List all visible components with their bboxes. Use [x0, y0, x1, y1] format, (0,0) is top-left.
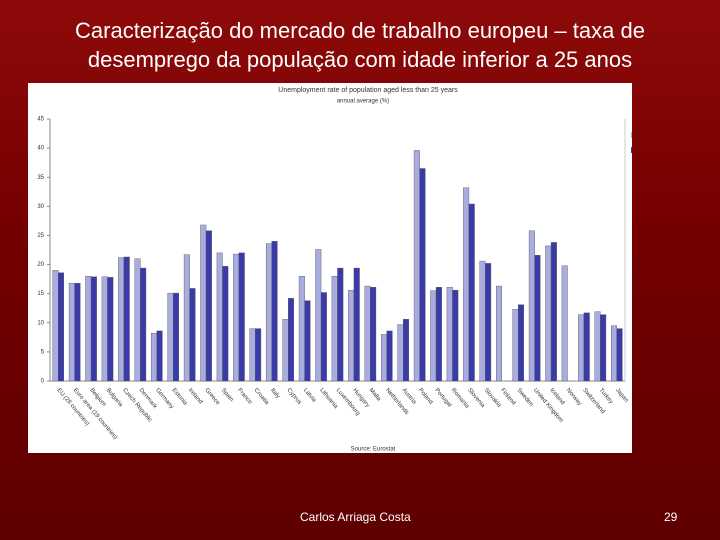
bar — [282, 319, 289, 382]
y-tick-label: 25 — [37, 233, 44, 239]
bar — [512, 309, 519, 382]
bar — [107, 277, 114, 382]
bar — [468, 203, 475, 382]
bar — [337, 267, 344, 382]
slide-title: Caracterização do mercado de trabalho eu… — [75, 18, 645, 43]
bar — [315, 249, 322, 382]
bar — [200, 224, 207, 382]
bar — [238, 252, 245, 382]
bar — [304, 300, 311, 382]
bar — [578, 314, 585, 382]
bar — [364, 285, 371, 382]
bar — [479, 260, 486, 382]
bar — [616, 328, 623, 382]
bar — [90, 276, 97, 382]
y-tick-label: 20 — [37, 262, 44, 268]
chart-title: Unemployment rate of population aged les… — [278, 87, 458, 94]
bar — [320, 292, 327, 382]
bar — [140, 267, 147, 382]
bar — [528, 230, 535, 382]
bar — [446, 287, 453, 382]
y-tick-label: 0 — [41, 379, 45, 385]
bar — [561, 265, 568, 382]
bar — [611, 325, 617, 382]
bar — [183, 254, 190, 382]
bar — [430, 290, 437, 382]
bar — [496, 285, 502, 382]
page-number: 29 — [664, 510, 678, 524]
bar — [419, 168, 426, 382]
bar — [222, 266, 229, 382]
bar — [594, 311, 601, 382]
legend-swatch — [631, 132, 632, 138]
bar — [413, 150, 420, 382]
y-tick-label: 10 — [37, 320, 44, 326]
bar — [173, 292, 179, 382]
bar — [68, 282, 75, 382]
legend-swatch — [631, 147, 632, 153]
bar — [485, 263, 492, 382]
y-tick-label: 45 — [37, 117, 44, 123]
bar — [298, 275, 305, 382]
footer: Carlos Arriaga Costa — [300, 510, 411, 524]
bar — [331, 275, 338, 382]
bar — [205, 230, 212, 382]
bar — [386, 330, 393, 382]
bar — [353, 267, 360, 382]
bar — [123, 256, 130, 382]
x-tick-label: Italy — [269, 387, 281, 399]
bar — [600, 314, 607, 382]
bar — [216, 252, 223, 382]
bar — [370, 287, 377, 382]
bar — [545, 245, 552, 382]
bar — [583, 312, 590, 382]
bar — [150, 333, 157, 382]
bar — [435, 287, 442, 382]
bar — [233, 253, 240, 382]
bar — [52, 270, 59, 382]
bar — [348, 289, 355, 382]
bar — [403, 319, 410, 382]
bar — [265, 243, 272, 382]
bar — [189, 288, 196, 382]
chart: Unemployment rate of population aged les… — [28, 83, 632, 453]
bar — [249, 328, 256, 382]
bar — [381, 334, 387, 382]
y-tick-label: 30 — [37, 204, 44, 210]
source: Source: Eurostat — [351, 447, 396, 453]
bar — [518, 304, 525, 382]
bar — [288, 298, 295, 382]
bar — [118, 257, 125, 382]
bar — [167, 292, 174, 382]
bar — [101, 276, 108, 382]
bar — [134, 258, 141, 382]
bar — [85, 275, 92, 382]
slide-title: desemprego da população com idade inferi… — [87, 47, 633, 72]
bar — [156, 330, 163, 382]
bar — [463, 187, 470, 382]
bar — [58, 272, 64, 382]
bar — [397, 324, 404, 382]
y-tick-label: 15 — [37, 291, 44, 297]
chart-subtitle: annual average (%) — [337, 99, 389, 105]
bar — [550, 242, 557, 382]
y-tick-label: 5 — [41, 349, 45, 355]
y-tick-label: 40 — [37, 146, 44, 152]
bar — [534, 255, 541, 382]
bar — [255, 328, 262, 382]
bar — [74, 282, 81, 382]
bar — [271, 241, 278, 382]
bar — [452, 289, 459, 382]
y-tick-label: 35 — [37, 175, 44, 181]
